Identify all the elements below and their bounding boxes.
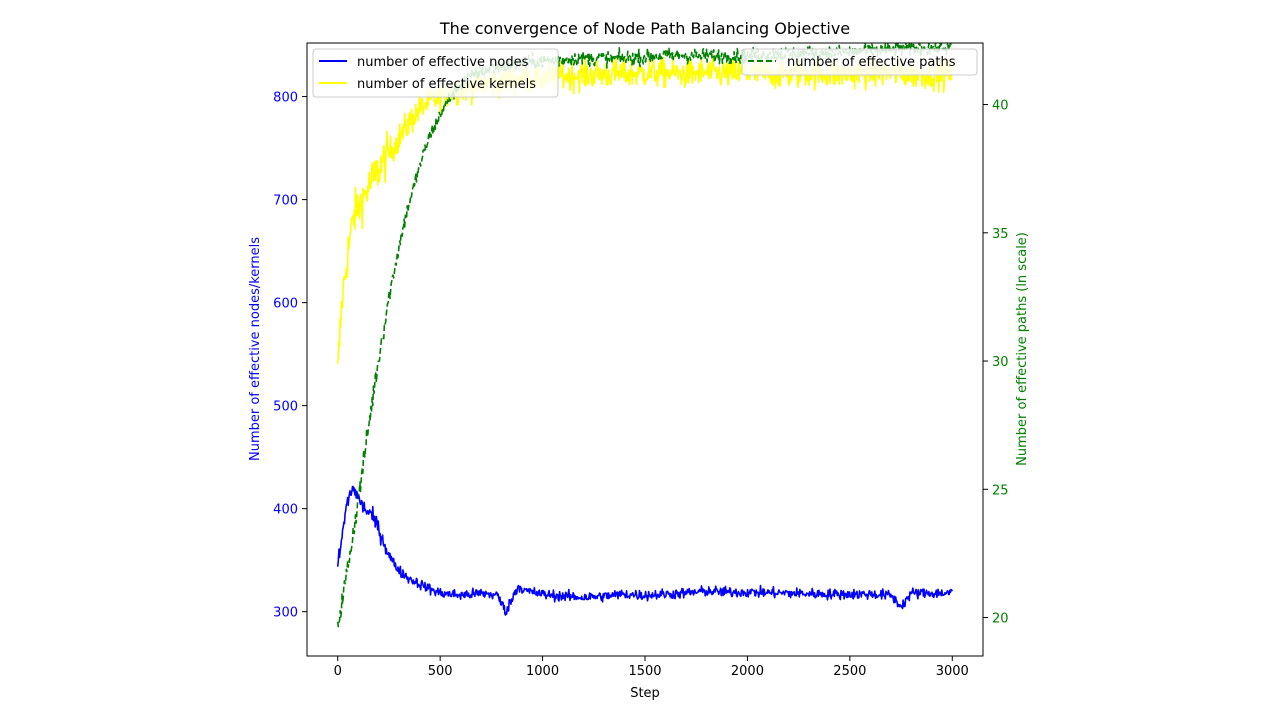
x-tick-label: 2000 (731, 664, 764, 679)
legend-label-nodes: number of effective nodes (357, 55, 529, 70)
x-tick-label: 500 (428, 664, 453, 679)
series-line-number-of-effective-nodes (336, 485, 954, 616)
y-right-tick-label: 20 (992, 612, 1009, 627)
y-left-tick-label: 400 (273, 503, 298, 518)
y-left-tick-label: 800 (273, 91, 298, 106)
legend-label-kernels: number of effective kernels (357, 77, 536, 92)
legend-label-paths: number of effective paths (787, 55, 956, 70)
y-left-tick-label: 600 (273, 297, 298, 312)
x-axis: 0 500 1000 1500 2000 2500 3000 (334, 656, 969, 679)
x-tick-label: 1500 (628, 664, 661, 679)
x-tick-label: 1000 (526, 664, 559, 679)
y-right-tick-label: 35 (992, 227, 1009, 242)
y-axis-right-label: Number of effective paths (ln scale) (1015, 232, 1030, 466)
y-right-tick-label: 25 (992, 483, 1009, 498)
y-axis-right: 20 25 30 35 40 (983, 99, 1009, 627)
legend-right-box (741, 48, 978, 76)
x-tick-label: 2500 (833, 664, 866, 679)
x-tick-label: 3000 (936, 664, 969, 679)
legend-left: number of effective nodes number of effe… (312, 48, 559, 98)
y-left-tick-label: 500 (273, 400, 298, 415)
legend-left-box (312, 48, 559, 98)
legend-right: number of effective paths (741, 48, 978, 76)
y-left-tick-label: 700 (273, 194, 298, 209)
x-tick-label: 0 (334, 664, 342, 679)
y-axis-left-label: Number of effective nodes/kernels (248, 237, 263, 461)
chart-title: The convergence of Node Path Balancing O… (439, 19, 850, 38)
x-axis-label: Step (630, 686, 660, 701)
y-left-tick-label: 300 (273, 606, 298, 621)
y-axis-left: 300 400 500 600 700 800 (273, 91, 307, 621)
y-right-tick-label: 40 (992, 99, 1009, 114)
y-right-tick-label: 30 (992, 355, 1009, 370)
